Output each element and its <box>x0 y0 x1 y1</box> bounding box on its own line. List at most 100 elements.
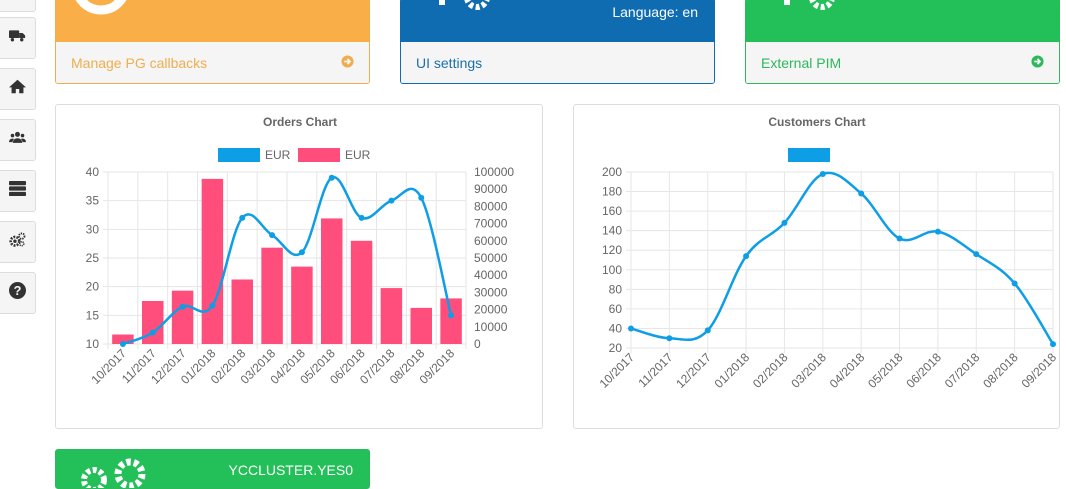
sidebar-item-servers[interactable] <box>0 170 36 212</box>
ui-settings-link[interactable]: UI settings <box>401 42 714 83</box>
line-point <box>781 219 788 226</box>
bar <box>350 240 373 344</box>
line-point <box>704 327 711 334</box>
bar <box>112 334 134 344</box>
legend-swatch <box>788 148 830 162</box>
question-circle-icon: ? <box>9 282 26 304</box>
sidebar-item-shipping[interactable] <box>0 17 36 59</box>
y-tick-label: 80 <box>609 282 623 296</box>
manage-pg-callbacks-link[interactable]: Manage PG callbacks <box>56 42 369 83</box>
x-tick-label: 11/2017 <box>636 350 676 390</box>
bar <box>231 279 253 344</box>
y-tick-label-right: 10000 <box>474 320 508 334</box>
y-tick-label: 180 <box>602 185 622 199</box>
y-tick-label-left: 35 <box>86 194 100 208</box>
line-point <box>743 253 750 260</box>
line-point <box>179 303 186 310</box>
x-tick-label: 04/2018 <box>827 350 868 391</box>
bar <box>171 290 194 344</box>
y-tick-label: 200 <box>602 165 622 179</box>
line-point <box>418 194 425 201</box>
sidebar-item-top[interactable] <box>0 0 36 12</box>
line-point <box>1050 341 1056 348</box>
line-point <box>448 312 455 319</box>
line-point <box>298 249 305 256</box>
orders-chart: Orders Chart EUR EUR 10 15 20 25 30 35 40 0 10000 20… <box>86 115 515 387</box>
tile-link-label: External PIM <box>761 54 842 71</box>
x-tick-label: 05/2018 <box>865 350 906 391</box>
svg-text:?: ? <box>14 283 22 298</box>
home-icon <box>9 78 26 100</box>
ui-settings-tile: Language: en UI settings <box>400 0 715 84</box>
bar <box>291 266 313 344</box>
y-tick-label-right: 70000 <box>474 217 508 231</box>
cluster-tile: YCCLUSTER.YES0 <box>55 449 370 489</box>
y-tick-label-left: 30 <box>86 222 100 236</box>
chart-title: Orders Chart <box>263 115 337 129</box>
tile-header <box>746 0 1059 42</box>
language-label: Language: en <box>612 4 698 20</box>
x-tick-label: 08/2018 <box>980 350 1021 391</box>
chart-title: Customers Chart <box>768 115 865 129</box>
line-point <box>269 232 276 239</box>
arrow-circle-right-icon <box>341 54 354 71</box>
line-point <box>666 335 673 342</box>
orders-chart-panel: Orders Chart EUR EUR 10 15 20 25 30 35 40 0 10000 20… <box>55 104 543 429</box>
y-tick-label-right: 90000 <box>474 182 508 196</box>
line-point <box>973 251 980 258</box>
truck-icon <box>9 27 26 49</box>
line-point <box>1011 280 1018 287</box>
arrow-circle-right-icon <box>1031 54 1044 71</box>
icon-sidebar: ? <box>0 0 37 477</box>
y-tick-label-right: 80000 <box>474 199 508 213</box>
y-tick-label: 20 <box>609 341 623 355</box>
y-tick-label-left: 10 <box>86 337 100 351</box>
bar <box>380 288 403 344</box>
legend-swatch-bar <box>298 148 340 162</box>
line-point <box>358 214 365 221</box>
y-tick-label: 60 <box>609 302 623 316</box>
line-point <box>896 235 903 242</box>
y-tick-label-left: 25 <box>86 251 100 265</box>
tile-link-label: UI settings <box>416 54 483 71</box>
tile-header <box>56 0 369 42</box>
tile-header: Language: en <box>401 0 714 42</box>
line-point <box>119 341 126 347</box>
line-point <box>934 228 941 235</box>
x-tick-label: 10/2017 <box>597 350 638 391</box>
gears-icon <box>9 231 26 253</box>
customers-chart-panel: Customers Chart 20 40 60 80 100 120 140 160 180 20… <box>573 104 1060 429</box>
external-pim-tile: External PIM <box>745 0 1060 84</box>
line-point <box>328 174 335 181</box>
bar <box>321 218 343 344</box>
server-icon <box>9 180 26 202</box>
y-tick-label: 160 <box>602 204 622 218</box>
y-tick-label-right: 30000 <box>474 285 508 299</box>
external-pim-link[interactable]: External PIM <box>746 42 1059 83</box>
y-tick-label-left: 15 <box>86 308 100 322</box>
x-tick-label: 02/2018 <box>750 350 791 391</box>
y-tick-label: 120 <box>602 243 622 257</box>
legend-swatch-line <box>218 148 260 162</box>
x-tick-label: 09/2018 <box>1019 350 1060 391</box>
pg-callbacks-tile: Manage PG callbacks <box>55 0 370 84</box>
users-icon <box>9 129 26 151</box>
y-tick-label-right: 50000 <box>474 251 508 265</box>
y-tick-label-right: 20000 <box>474 303 508 317</box>
sidebar-item-settings[interactable] <box>0 221 36 263</box>
sidebar-item-help[interactable]: ? <box>0 272 36 314</box>
y-tick-label-right: 100000 <box>474 165 514 179</box>
x-tick-label: 06/2018 <box>903 350 944 391</box>
x-tick-label: 07/2018 <box>942 350 983 391</box>
line-point <box>388 197 395 204</box>
line-point <box>149 329 156 336</box>
y-tick-label: 100 <box>602 263 622 277</box>
x-tick-label: 03/2018 <box>788 350 829 391</box>
cluster-name: YCCLUSTER.YES0 <box>228 462 353 478</box>
line-point <box>819 170 826 177</box>
y-tick-label-left: 40 <box>86 165 100 179</box>
line-series <box>630 171 1055 345</box>
sidebar-item-home[interactable] <box>0 68 36 110</box>
bar <box>142 301 164 344</box>
sidebar-item-users[interactable] <box>0 119 36 161</box>
